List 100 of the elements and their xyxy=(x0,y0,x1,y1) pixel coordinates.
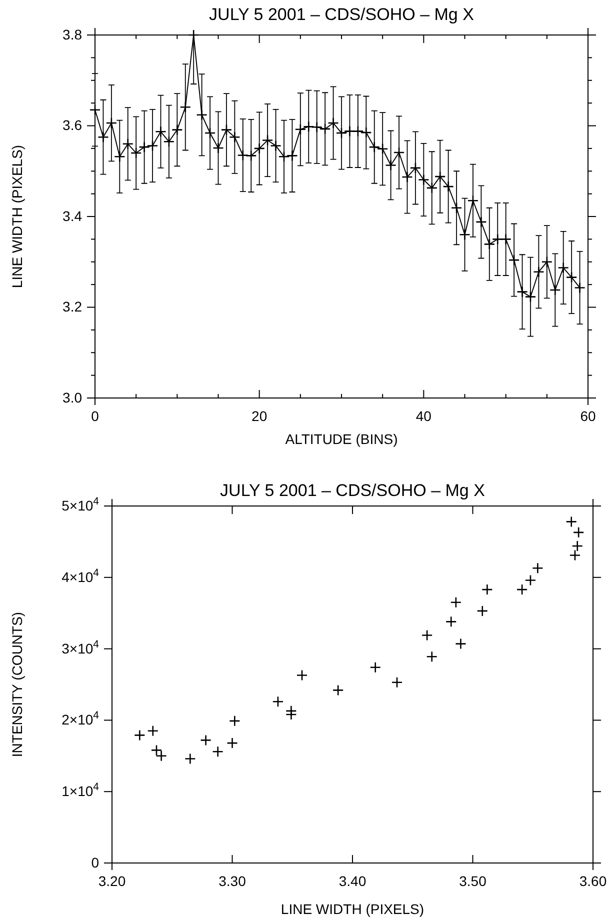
point xyxy=(445,616,457,628)
point xyxy=(574,282,586,294)
point xyxy=(286,708,297,720)
point xyxy=(147,725,159,737)
point xyxy=(426,651,438,662)
point xyxy=(138,141,150,153)
point xyxy=(278,150,290,162)
point xyxy=(122,138,134,150)
point xyxy=(368,141,380,153)
point xyxy=(360,126,372,138)
x-tick-label: 60 xyxy=(580,408,596,424)
point xyxy=(402,171,413,183)
point xyxy=(319,123,331,135)
point xyxy=(566,272,578,283)
point xyxy=(434,170,446,182)
y-tick-label: 1×10$^{4}$ xyxy=(62,781,100,800)
point xyxy=(204,127,216,139)
y-tick-label: 3.2 xyxy=(62,298,82,315)
x-tick-label: 3.50 xyxy=(459,872,487,889)
point xyxy=(212,746,224,758)
point xyxy=(532,562,544,574)
point xyxy=(180,101,192,113)
y-tick-label: 2×10$^{4}$ xyxy=(62,710,100,728)
point xyxy=(172,124,183,136)
point xyxy=(163,136,175,148)
point xyxy=(572,526,584,538)
point xyxy=(450,202,462,214)
point xyxy=(516,584,528,596)
y-axis-title: INTENSITY (COUNTS) xyxy=(9,612,25,758)
point xyxy=(146,140,158,152)
point xyxy=(106,117,118,129)
point xyxy=(391,676,403,688)
point xyxy=(572,540,584,552)
point xyxy=(508,254,520,266)
point xyxy=(541,256,553,268)
point xyxy=(226,737,238,749)
chart-title: JULY 5 2001 – CDS/SOHO – Mg X xyxy=(220,481,485,500)
point xyxy=(134,730,146,741)
point xyxy=(200,734,212,746)
point xyxy=(212,142,224,154)
x-tick-label: 3.30 xyxy=(218,872,246,889)
point xyxy=(476,605,488,617)
point xyxy=(188,29,200,41)
point xyxy=(352,126,364,137)
point xyxy=(89,104,101,116)
y-tick-label: 4×10$^{4}$ xyxy=(62,566,100,585)
y-tick-label: 3.6 xyxy=(62,117,82,134)
point xyxy=(245,150,257,162)
point xyxy=(476,216,487,228)
point xyxy=(254,142,265,154)
point xyxy=(566,516,578,528)
chart-title: JULY 5 2001 – CDS/SOHO – Mg X xyxy=(209,5,474,24)
point xyxy=(184,753,196,764)
point xyxy=(459,229,470,240)
y-tick-label: 0 xyxy=(91,854,100,870)
point xyxy=(421,630,433,641)
y-tick-label: 3.8 xyxy=(62,26,82,42)
point xyxy=(524,574,536,586)
point xyxy=(393,146,405,158)
point xyxy=(294,124,306,136)
point xyxy=(130,147,142,159)
x-axis-title: LINE WIDTH (PIXELS) xyxy=(280,901,424,917)
point xyxy=(484,238,496,250)
point xyxy=(98,131,109,143)
point xyxy=(328,117,339,129)
point xyxy=(455,638,466,650)
point xyxy=(442,180,454,192)
point xyxy=(492,234,504,245)
y-tick-label: 3.4 xyxy=(62,208,82,224)
y-axis-title: LINE WIDTH (PIXELS) xyxy=(9,144,25,288)
point xyxy=(229,131,240,143)
point xyxy=(482,584,493,596)
point xyxy=(296,670,308,681)
point xyxy=(196,109,208,121)
point xyxy=(155,126,166,138)
point xyxy=(272,696,284,708)
point xyxy=(376,143,388,155)
point xyxy=(410,162,422,174)
x-tick-label: 40 xyxy=(416,408,432,424)
y-tick-label: 3.0 xyxy=(62,389,82,406)
point xyxy=(302,121,314,132)
x-tick-label: 3.20 xyxy=(98,872,126,889)
point xyxy=(558,262,569,274)
point xyxy=(332,684,344,696)
point xyxy=(569,550,581,561)
point xyxy=(549,284,561,296)
point xyxy=(418,174,430,186)
point xyxy=(450,596,462,608)
point xyxy=(114,150,126,162)
y-tick-label: 5×10$^{4}$ xyxy=(62,495,100,514)
point xyxy=(229,715,240,727)
point xyxy=(533,266,544,278)
x-tick-label: 20 xyxy=(252,408,268,424)
point xyxy=(385,160,396,171)
point xyxy=(336,127,348,139)
x-tick-label: 3.40 xyxy=(338,872,366,889)
point xyxy=(237,150,249,161)
y-tick-label: 3×10$^{4}$ xyxy=(62,638,100,656)
point xyxy=(370,662,381,674)
x-axis-title: ALTITUDE (BINS) xyxy=(285,431,398,447)
